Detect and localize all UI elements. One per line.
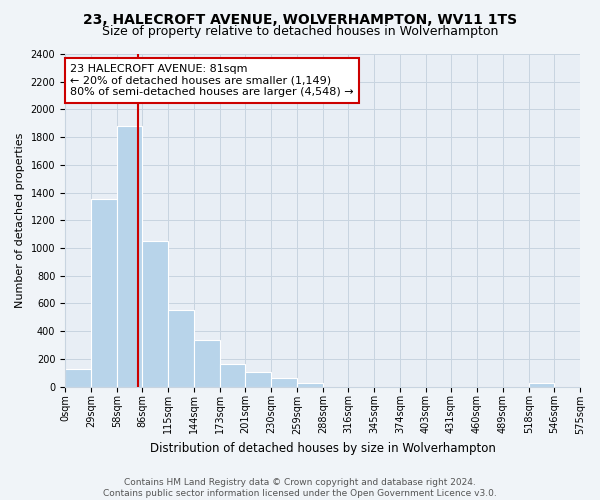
Bar	[220, 364, 245, 386]
Text: 23 HALECROFT AVENUE: 81sqm
← 20% of detached houses are smaller (1,149)
80% of s: 23 HALECROFT AVENUE: 81sqm ← 20% of deta…	[70, 64, 354, 97]
Bar	[117, 126, 142, 386]
Text: Contains HM Land Registry data © Crown copyright and database right 2024.
Contai: Contains HM Land Registry data © Crown c…	[103, 478, 497, 498]
Bar	[529, 384, 554, 386]
Text: 23, HALECROFT AVENUE, WOLVERHAMPTON, WV11 1TS: 23, HALECROFT AVENUE, WOLVERHAMPTON, WV1…	[83, 12, 517, 26]
Bar	[194, 340, 220, 386]
Bar	[91, 200, 117, 386]
X-axis label: Distribution of detached houses by size in Wolverhampton: Distribution of detached houses by size …	[149, 442, 496, 455]
Y-axis label: Number of detached properties: Number of detached properties	[15, 132, 25, 308]
Bar	[271, 378, 297, 386]
Text: Size of property relative to detached houses in Wolverhampton: Size of property relative to detached ho…	[102, 25, 498, 38]
Bar	[245, 372, 271, 386]
Bar	[168, 310, 194, 386]
Bar	[65, 369, 91, 386]
Bar	[297, 382, 323, 386]
Bar	[142, 241, 168, 386]
